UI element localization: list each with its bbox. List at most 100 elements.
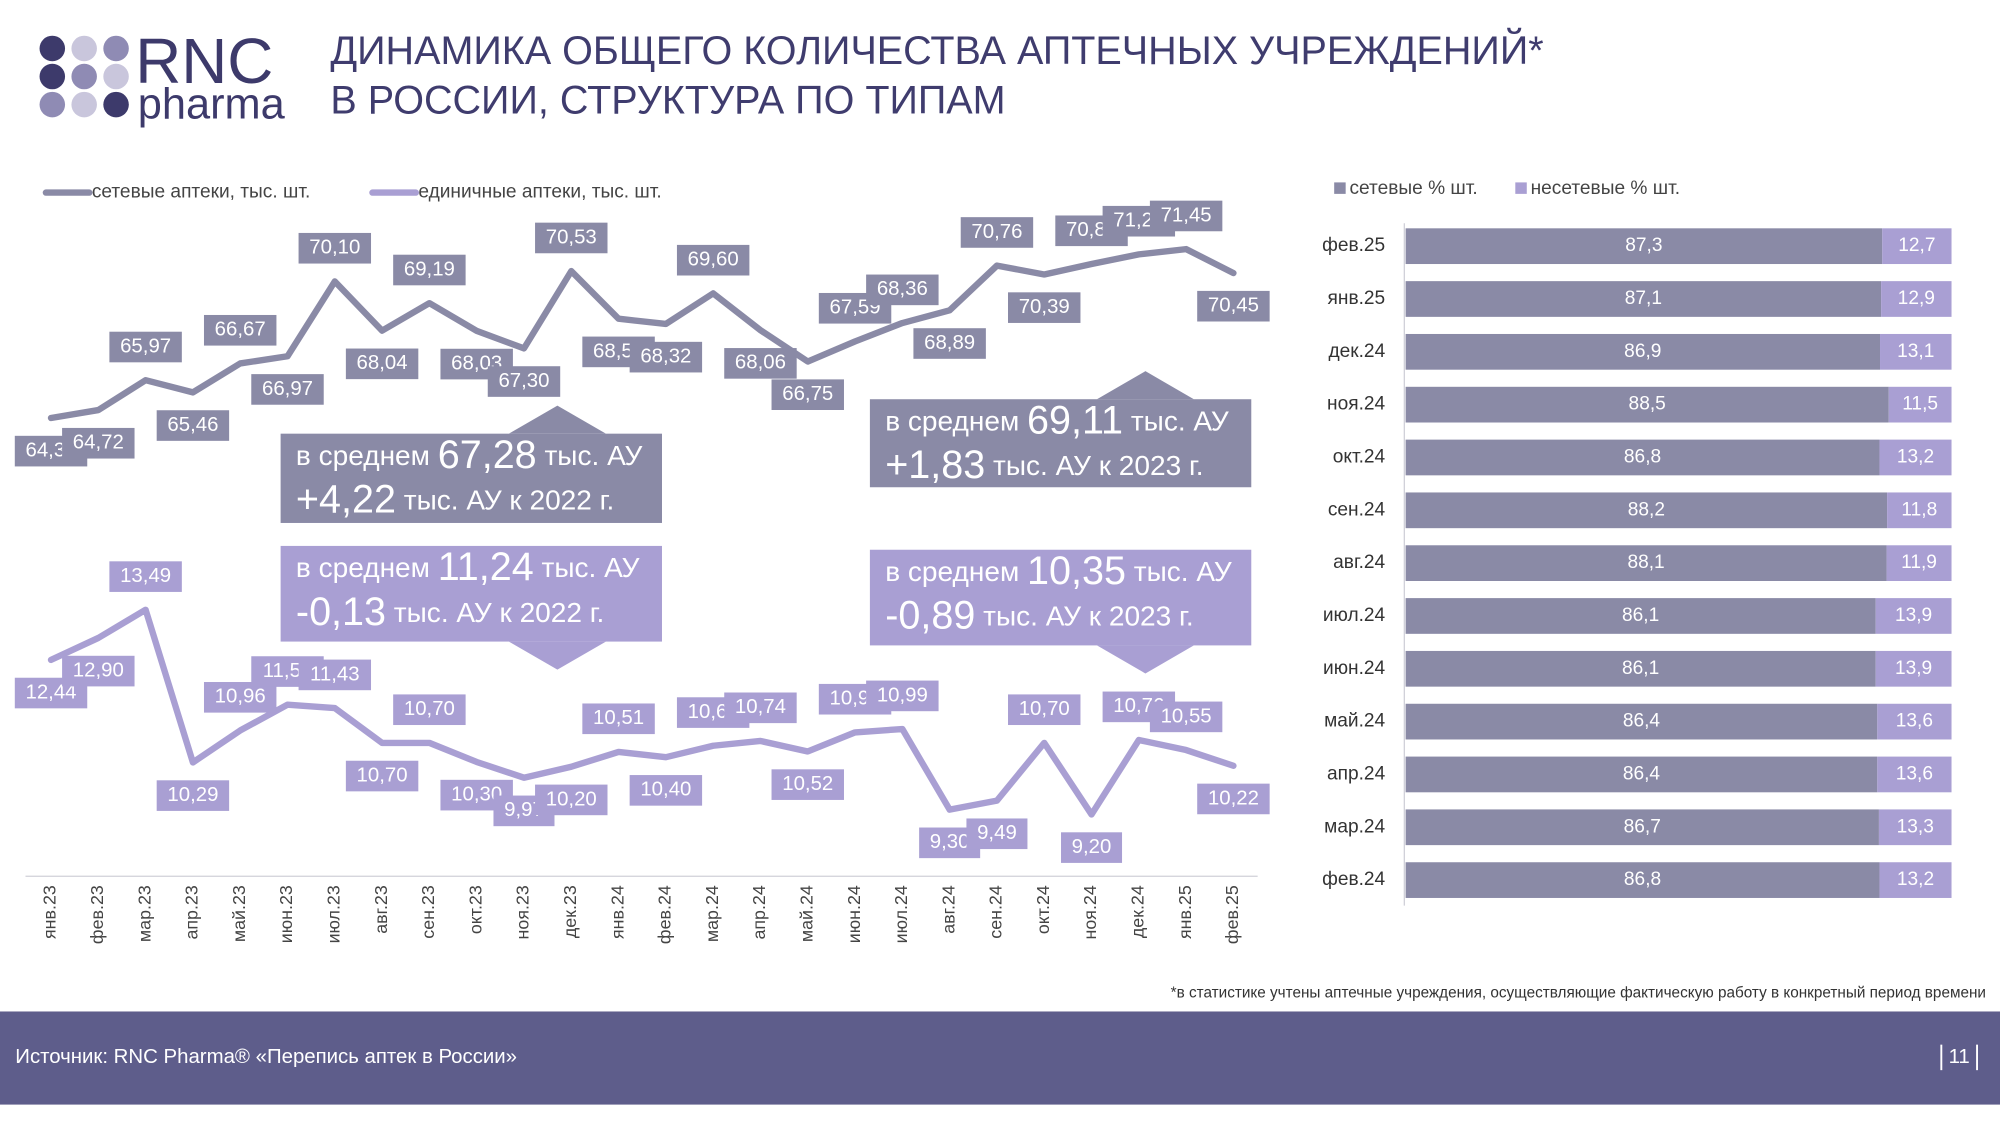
annotation-box: [280, 433, 662, 523]
x-tick-label: ноя.24: [1080, 885, 1100, 939]
data-label: 86,4: [1623, 711, 1661, 732]
data-label: 12,9: [1898, 288, 1935, 309]
annotation-part: -0,13: [296, 590, 386, 634]
annotation-part: +4,22: [296, 478, 396, 522]
legend-swatch: [1515, 182, 1527, 194]
data-label: 86,8: [1624, 447, 1661, 468]
data-label-box: [487, 366, 561, 397]
bar-segment: [1881, 281, 1952, 317]
annotation-part: 11,24: [438, 546, 534, 590]
legend-label: единичные аптеки, тыс. шт.: [418, 182, 661, 203]
data-label: 70,39: [1019, 296, 1070, 318]
x-tick-label: дек.24: [1128, 885, 1148, 938]
y-tick-label: авг.24: [1333, 552, 1385, 573]
bar-segment: [1405, 703, 1878, 740]
data-label: 9,97: [504, 799, 544, 821]
x-tick-label: авг.24: [938, 885, 958, 934]
data-label-box: [771, 769, 844, 800]
data-label-box: [676, 244, 750, 276]
data-label: 10,70: [357, 764, 408, 786]
data-label: 68,89: [924, 332, 975, 354]
x-tick-label: фев.23: [87, 885, 107, 944]
data-label: 11,43: [310, 663, 360, 685]
x-tick-label: янв.25: [1175, 885, 1195, 939]
y-tick-label: фев.25: [1322, 235, 1385, 256]
bar-segment: [1887, 492, 1952, 529]
data-label: 13,1: [1897, 341, 1934, 362]
data-label: 10,51: [593, 707, 644, 729]
annotation-part: тыс. АУ к 2023 г.: [975, 601, 1193, 632]
annotation-part: в среднем: [296, 440, 438, 471]
data-label-box: [1008, 292, 1081, 323]
data-label: 13,9: [1895, 605, 1932, 626]
data-label-box: [1149, 200, 1223, 232]
data-label-box: [724, 692, 797, 724]
data-label-box: [251, 374, 324, 405]
legend-label: сетевые аптеки, тыс. шт.: [92, 182, 310, 203]
data-label: 67,30: [498, 370, 549, 392]
bar-segment: [1886, 545, 1952, 581]
data-label-box: [109, 561, 182, 592]
data-label-box: [298, 659, 372, 691]
data-label: 10,70: [404, 698, 455, 720]
data-label: 69,60: [688, 249, 739, 271]
line-series: [47, 245, 1237, 422]
data-label: 12,90: [73, 659, 124, 681]
data-label: 13,6: [1896, 711, 1933, 732]
data-label-box: [866, 274, 939, 306]
data-label: 10,40: [640, 779, 691, 801]
data-label: 10,74: [735, 696, 786, 718]
data-label: 70,76: [971, 221, 1022, 243]
bar-segment: [1888, 386, 1952, 423]
data-label: 10,22: [1208, 787, 1259, 809]
data-label: 9,20: [1072, 836, 1112, 858]
data-label-box: [298, 232, 372, 264]
y-tick-label: мар.24: [1324, 816, 1385, 837]
data-label-box: [62, 427, 135, 459]
x-tick-label: сен.24: [986, 885, 1006, 939]
x-tick-label: янв.24: [607, 885, 627, 939]
data-label-box: [156, 410, 230, 441]
annotation-part: 69,11: [1027, 399, 1123, 443]
line-series: [47, 606, 1237, 818]
data-label: 11,8: [1901, 499, 1937, 520]
data-label: 11,5: [1902, 394, 1938, 415]
data-label-box: [62, 655, 135, 687]
bar-segment: [1877, 756, 1952, 793]
data-label: 10,30: [451, 784, 502, 806]
data-label: 68,06: [735, 352, 786, 374]
data-label: 10,20: [546, 788, 597, 810]
x-tick-label: дек.23: [560, 885, 580, 938]
annotation-pointer: [508, 641, 606, 670]
y-tick-label: окт.24: [1333, 447, 1386, 468]
data-label: 64,72: [73, 432, 124, 454]
data-label: 86,1: [1622, 658, 1659, 679]
bar-segment: [1879, 439, 1952, 476]
x-tick-label: ноя.23: [513, 885, 533, 939]
data-label-box: [393, 694, 466, 726]
data-label-box: [109, 331, 182, 363]
annotation-part: в среднем: [885, 406, 1027, 437]
annotation-text: -0,89 тыс. АУ к 2023 г.: [885, 594, 1193, 638]
data-label: 10,70: [1019, 698, 1070, 720]
data-label-box: [582, 703, 655, 735]
x-tick-label: фев.25: [1222, 885, 1242, 944]
data-label-box: [203, 682, 277, 713]
annotation-text: в среднем 69,11 тыс. АУ: [885, 399, 1229, 443]
annotation-part: тыс. АУ к 2022 г.: [396, 485, 614, 516]
logo-dots: [39, 35, 129, 118]
annotation-part: тыс. АУ: [537, 440, 643, 471]
bar-segment: [1405, 545, 1887, 581]
bar-segment: [1405, 439, 1880, 476]
data-label-box: [1197, 290, 1270, 322]
annotation-part: 67,28: [438, 433, 537, 477]
annotation-text: в среднем 10,35 тыс. АУ: [885, 549, 1232, 593]
data-label: 9,49: [977, 822, 1017, 844]
data-label: 88,2: [1628, 499, 1665, 520]
title-line: ДИНАМИКА ОБЩЕГО КОЛИЧЕСТВА АПТЕЧНЫХ УЧРЕ…: [330, 28, 1543, 73]
data-label-box: [966, 818, 1028, 850]
data-label-box: [535, 222, 608, 254]
bar-segment: [1879, 862, 1952, 898]
data-label: 69,19: [404, 258, 455, 280]
